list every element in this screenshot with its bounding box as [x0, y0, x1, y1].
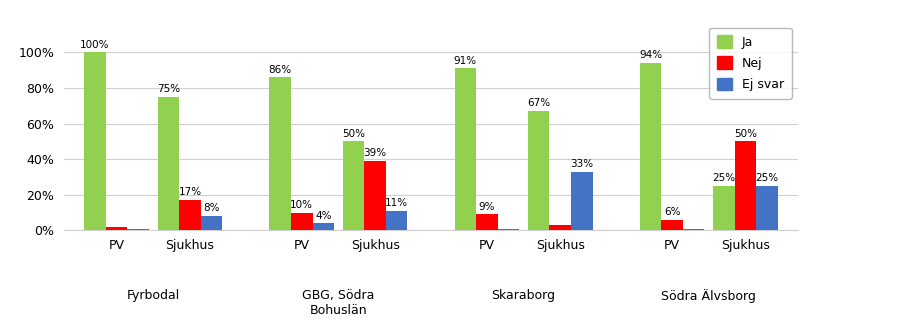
Bar [179, 200, 201, 230]
Text: 50%: 50% [734, 129, 757, 139]
Text: 67%: 67% [527, 99, 550, 108]
Bar [364, 161, 386, 230]
Text: 33%: 33% [570, 159, 593, 169]
Bar [84, 52, 105, 230]
Bar [735, 141, 757, 230]
Text: GBG, Södra
Bohuslän: GBG, Södra Bohuslän [303, 289, 375, 317]
Bar [571, 172, 592, 230]
Text: 9%: 9% [479, 202, 495, 212]
Text: 25%: 25% [756, 173, 779, 183]
Text: 25%: 25% [713, 173, 735, 183]
Text: 50%: 50% [342, 129, 365, 139]
Bar [343, 141, 364, 230]
Text: Fyrbodal: Fyrbodal [127, 289, 180, 302]
Bar [640, 63, 661, 230]
Text: Skaraborg: Skaraborg [492, 289, 556, 302]
Text: 75%: 75% [157, 84, 180, 94]
Text: 11%: 11% [385, 198, 408, 208]
Bar [201, 216, 222, 230]
Text: 39%: 39% [363, 148, 387, 158]
Bar [528, 111, 549, 230]
Bar [476, 214, 498, 230]
Bar [127, 228, 149, 230]
Text: 8%: 8% [204, 204, 220, 213]
Bar [386, 211, 407, 230]
Text: 6%: 6% [664, 207, 680, 217]
Text: Södra Älvsborg: Södra Älvsborg [661, 289, 757, 303]
Text: 10%: 10% [291, 200, 314, 210]
Bar [713, 186, 735, 230]
Text: 4%: 4% [315, 211, 332, 220]
Text: 91%: 91% [454, 56, 477, 66]
Bar [270, 77, 291, 230]
Bar [105, 227, 127, 230]
Bar [757, 186, 778, 230]
Text: 94%: 94% [639, 50, 662, 60]
Text: 17%: 17% [179, 188, 202, 197]
Bar [313, 223, 334, 230]
Bar [549, 225, 571, 230]
Bar [291, 212, 313, 230]
Text: 100%: 100% [81, 40, 110, 50]
Bar [683, 228, 704, 230]
Text: 86%: 86% [269, 65, 292, 75]
Bar [498, 228, 519, 230]
Bar [158, 97, 179, 230]
Bar [661, 220, 683, 230]
Bar [455, 68, 476, 230]
Legend: Ja, Nej, Ej svar: Ja, Nej, Ej svar [710, 28, 791, 99]
